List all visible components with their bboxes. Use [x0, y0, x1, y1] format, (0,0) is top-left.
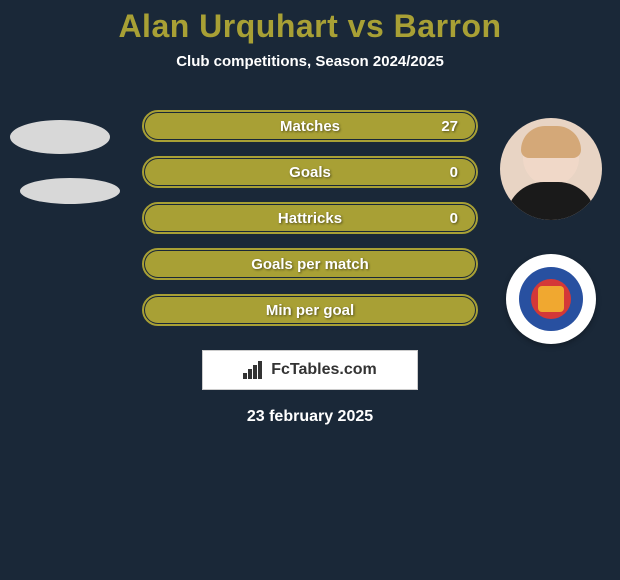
stat-value-right: 27 — [441, 118, 458, 135]
stat-row-goals-per-match: Goals per match — [142, 248, 478, 280]
stat-row-goals: Goals 0 — [142, 156, 478, 188]
stats-list: Matches 27 Goals 0 Hattricks 0 Goals per… — [0, 110, 620, 426]
stat-label: Goals per match — [251, 256, 369, 273]
stat-row-hattricks: Hattricks 0 — [142, 202, 478, 234]
stat-value-right: 0 — [450, 164, 458, 181]
stat-label: Goals — [289, 164, 331, 181]
bar-chart-icon — [243, 361, 265, 379]
page-title: Alan Urquhart vs Barron — [118, 8, 501, 45]
date-label: 23 february 2025 — [247, 408, 373, 426]
comparison-widget: Alan Urquhart vs Barron Club competition… — [0, 0, 620, 426]
stat-row-min-per-goal: Min per goal — [142, 294, 478, 326]
stat-label: Min per goal — [266, 302, 354, 319]
stat-label: Hattricks — [278, 210, 342, 227]
season-subtitle: Club competitions, Season 2024/2025 — [176, 53, 444, 70]
stat-value-right: 0 — [450, 210, 458, 227]
logo-text: FcTables.com — [271, 361, 377, 379]
stat-row-matches: Matches 27 — [142, 110, 478, 142]
stat-label: Matches — [280, 118, 340, 135]
fctables-logo[interactable]: FcTables.com — [202, 350, 418, 390]
